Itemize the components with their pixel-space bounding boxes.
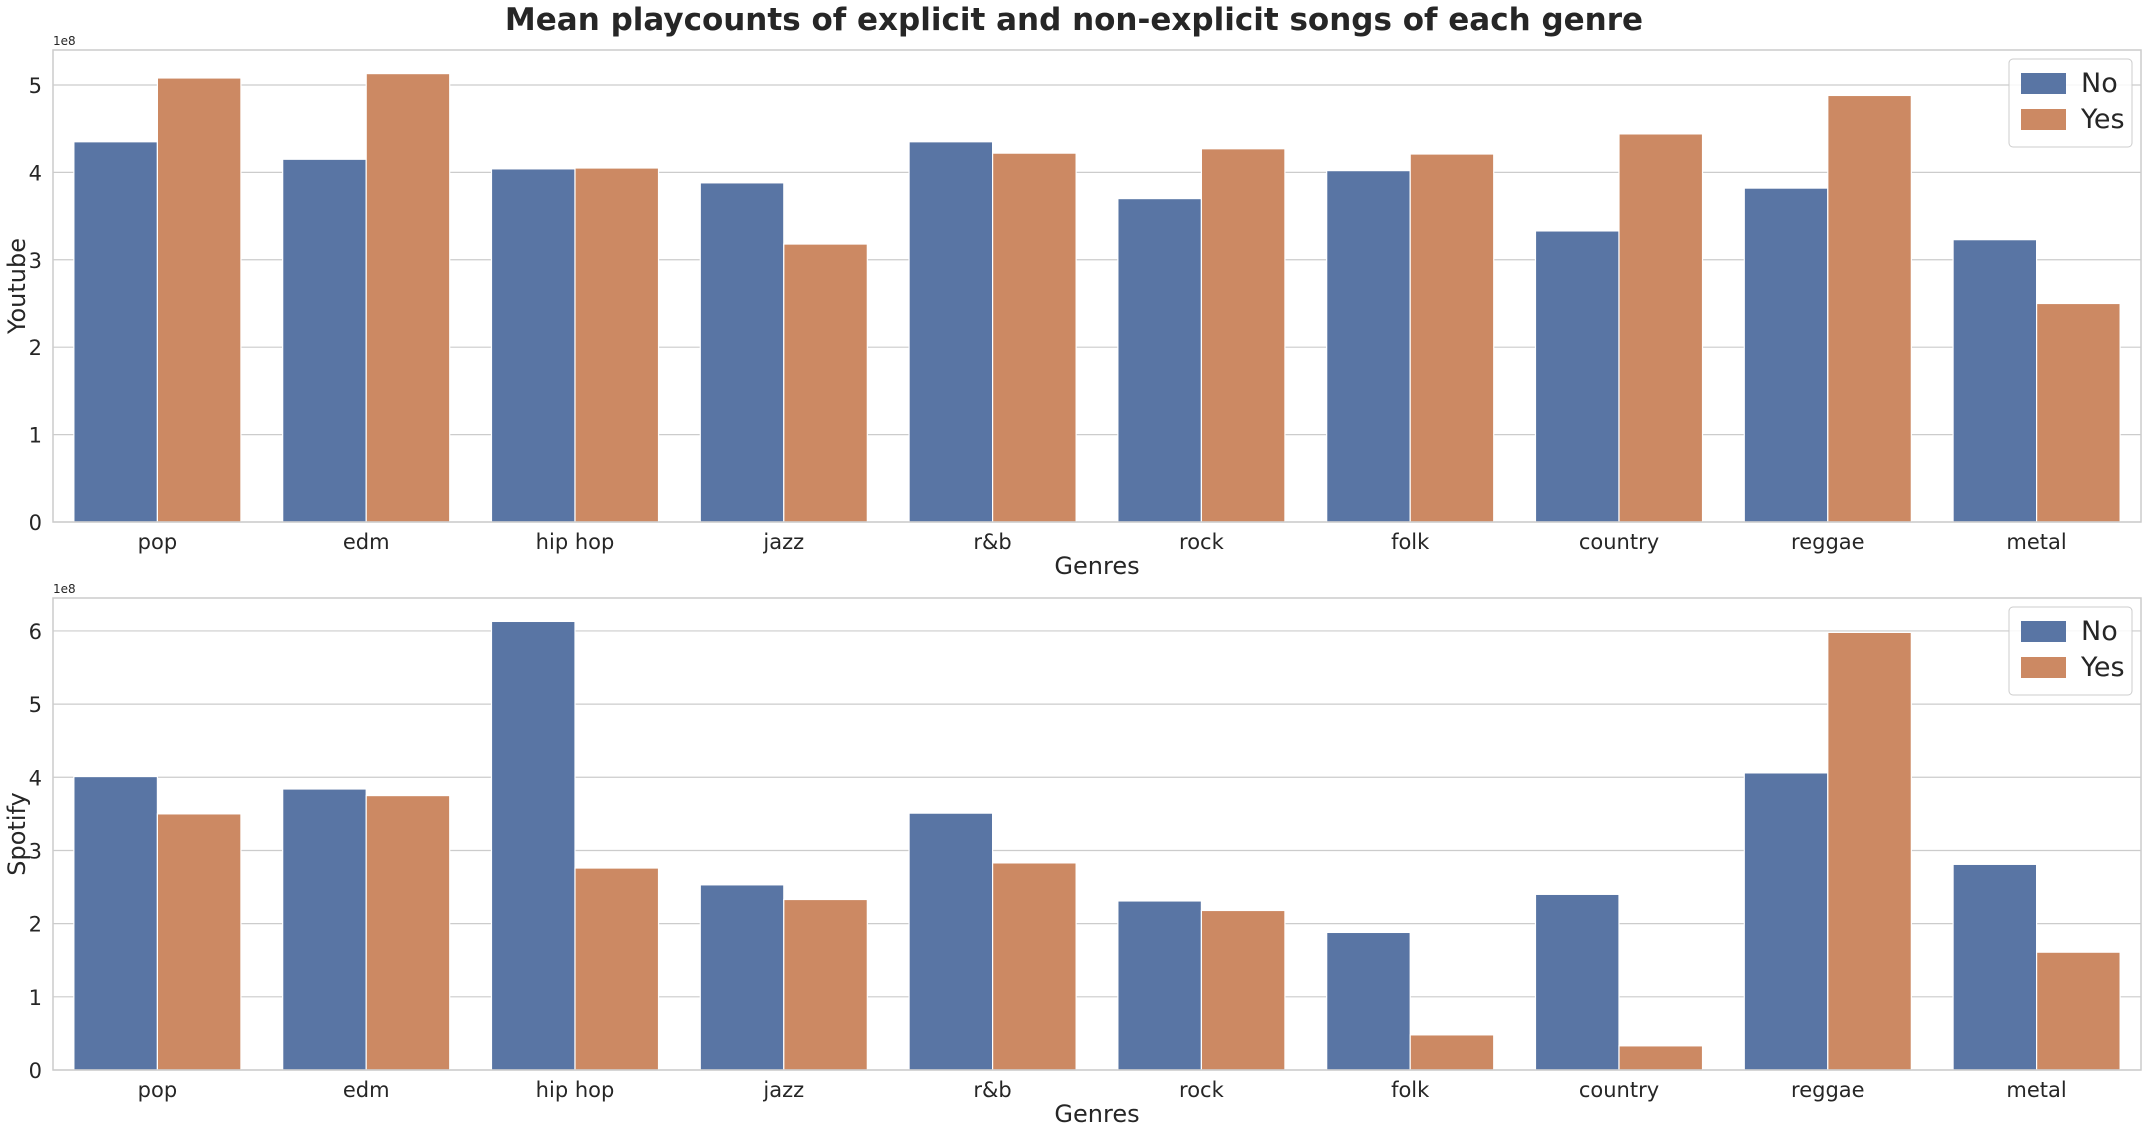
bar-yes-r-b — [991, 862, 1077, 1071]
y-tick-label: 0 — [29, 511, 42, 535]
bar-no-metal — [1952, 239, 2038, 523]
youtube-chart: 0 1 2 3 4 5 pop edm hip hop jazz r&b rock folk countr… — [3, 34, 2142, 580]
y-tick-label: 2 — [29, 913, 42, 937]
bar-no-r-b — [908, 812, 994, 1071]
y-tick-label: 2 — [29, 336, 42, 360]
x-tick-label: rock — [1179, 530, 1225, 554]
y-tick-label: 1 — [29, 986, 42, 1010]
figure-title: Mean playcounts of explicit and non-expl… — [505, 2, 1643, 38]
x-tick-label: folk — [1391, 1078, 1430, 1102]
bar-no-jazz — [699, 182, 785, 523]
bar-yes-rock — [1200, 148, 1286, 523]
y-tick-label: 5 — [29, 693, 42, 717]
bar-yes-folk — [1409, 1034, 1495, 1071]
legend-swatch-yes — [2021, 109, 2066, 130]
bar-no-edm — [282, 158, 367, 523]
x-tick-label: r&b — [973, 1078, 1011, 1102]
x-tick-label: pop — [138, 1078, 178, 1102]
bar-yes-edm — [365, 72, 451, 523]
y-offset-label: 1e8 — [53, 582, 76, 596]
x-axis-label: Genres — [1054, 552, 1139, 580]
x-tick-label: hip hop — [536, 1078, 615, 1102]
bar-yes-country — [1618, 133, 1704, 523]
bar-no-metal — [1952, 863, 2038, 1071]
bar-no-edm — [282, 788, 367, 1071]
bar-no-pop — [73, 141, 158, 523]
x-tick-label: folk — [1391, 530, 1430, 554]
legend-swatch-yes — [2021, 657, 2066, 678]
y-tick-label: 6 — [29, 620, 42, 644]
y-tick-label: 5 — [29, 74, 42, 98]
bar-yes-r-b — [991, 152, 1077, 523]
x-tick-label: country — [1579, 1078, 1659, 1102]
legend-label-no: No — [2081, 68, 2118, 99]
x-tick-label: pop — [138, 530, 178, 554]
bar-no-reggae — [1743, 187, 1829, 523]
legend-label-no: No — [2081, 616, 2118, 647]
bar-no-folk — [1326, 931, 1411, 1071]
y-tick-label: 4 — [29, 161, 42, 185]
x-tick-label: r&b — [973, 530, 1011, 554]
y-axis-label: Spotify — [3, 792, 31, 875]
legend-swatch-no — [2021, 621, 2066, 642]
x-tick-label: rock — [1179, 1078, 1225, 1102]
bar-no-rock — [1117, 197, 1203, 523]
bar-no-pop — [73, 775, 158, 1071]
x-tick-label: jazz — [762, 530, 804, 554]
bar-yes-metal — [2035, 302, 2121, 523]
bar-yes-folk — [1409, 153, 1495, 523]
y-tick-label: 3 — [29, 839, 42, 863]
bar-yes-jazz — [783, 898, 868, 1071]
x-tick-label: country — [1579, 530, 1659, 554]
axes-frame — [52, 597, 2142, 1071]
x-tick-label: hip hop — [536, 530, 615, 554]
axes-frame — [52, 49, 2142, 523]
x-axis-label: Genres — [1054, 1100, 1139, 1128]
y-offset-label: 1e8 — [53, 34, 76, 48]
bar-no-reggae — [1743, 772, 1829, 1071]
spotify-chart: 0 1 2 3 4 5 6 pop edm hip hop jazz r&b rock folk count… — [3, 582, 2142, 1128]
x-tick-label: jazz — [762, 1078, 804, 1102]
legend: No Yes — [2008, 606, 2133, 696]
x-tick-label: metal — [2006, 1078, 2066, 1102]
legend: No Yes — [2008, 58, 2133, 148]
bar-no-folk — [1326, 170, 1411, 523]
y-tick-label: 4 — [29, 766, 42, 790]
bar-yes-pop — [156, 813, 242, 1071]
x-tick-label: edm — [343, 530, 390, 554]
bar-yes-metal — [2035, 951, 2121, 1071]
bar-no-hip-hop — [490, 620, 576, 1071]
legend-label-yes: Yes — [2080, 104, 2125, 135]
legend-label-yes: Yes — [2080, 652, 2125, 683]
bar-yes-hip-hop — [574, 167, 660, 523]
x-tick-label: edm — [343, 1078, 390, 1102]
bar-no-r-b — [908, 141, 994, 523]
x-tick-label: reggae — [1791, 1078, 1865, 1102]
bar-yes-edm — [365, 794, 451, 1071]
bar-no-rock — [1117, 900, 1203, 1071]
bar-no-country — [1534, 230, 1620, 523]
x-tick-label: metal — [2006, 530, 2066, 554]
bar-no-hip-hop — [490, 168, 576, 523]
bar-yes-country — [1618, 1045, 1704, 1071]
bar-no-country — [1534, 893, 1620, 1071]
bar-yes-jazz — [783, 243, 868, 523]
y-tick-label: 1 — [29, 424, 42, 448]
y-axis-label: Youtube — [3, 238, 31, 335]
bar-yes-rock — [1200, 909, 1286, 1071]
legend-swatch-no — [2021, 73, 2066, 94]
y-tick-label: 3 — [29, 249, 42, 273]
bar-no-jazz — [699, 884, 785, 1071]
bar-yes-reggae — [1827, 94, 1912, 523]
bar-yes-pop — [156, 77, 242, 523]
bar-yes-reggae — [1827, 631, 1912, 1071]
bar-yes-hip-hop — [574, 867, 660, 1071]
x-tick-label: reggae — [1791, 530, 1865, 554]
y-tick-label: 0 — [29, 1059, 42, 1083]
